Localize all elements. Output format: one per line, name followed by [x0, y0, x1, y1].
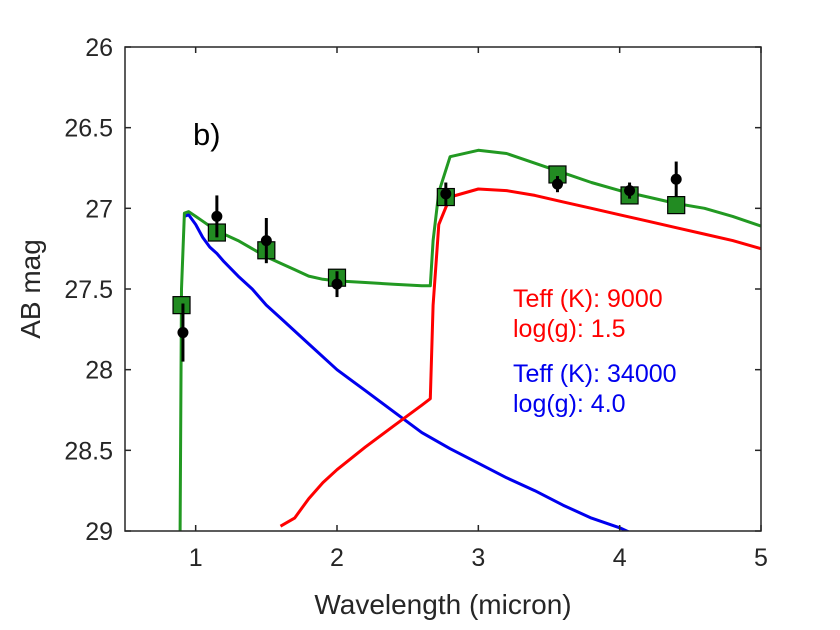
- x-tick-label: 5: [754, 544, 768, 572]
- annotation-teff-9000: Teff (K): 9000: [513, 285, 663, 313]
- y-tick-label: 27: [85, 195, 113, 223]
- observed-point: [624, 185, 636, 197]
- observed-point: [211, 210, 223, 222]
- x-axis-label: Wavelength (micron): [314, 589, 571, 620]
- annotation-logg-4.0: log(g): 4.0: [513, 390, 626, 418]
- panel-label: b): [193, 117, 221, 152]
- x-tick-label: 3: [471, 544, 485, 572]
- y-axis-label: AB mag: [15, 239, 46, 339]
- model-phot-square: [667, 196, 686, 215]
- plot-area: [125, 47, 761, 531]
- x-tick-label: 2: [330, 544, 344, 572]
- ticks-layer: 1 2 3 4 5 26 26.5 27 27.5 28 28.5 29: [64, 34, 768, 572]
- series-line-0: [183, 213, 631, 531]
- y-tick-label: 26: [85, 34, 113, 62]
- y-tick-label: 29: [85, 518, 113, 546]
- observed-point: [177, 327, 189, 339]
- annotation-logg-1.5: log(g): 1.5: [513, 315, 626, 343]
- y-tick-label: 28: [85, 357, 113, 385]
- annotation-teff-34000: Teff (K): 34000: [513, 360, 677, 388]
- observed-point: [331, 278, 343, 290]
- y-tick-label: 27.5: [64, 276, 113, 304]
- observed-point: [670, 173, 682, 185]
- observed-point: [260, 235, 272, 247]
- points-layer: [172, 161, 686, 362]
- observed-point: [440, 188, 452, 200]
- x-tick-label: 1: [189, 544, 203, 572]
- series-line-2: [178, 148, 761, 531]
- y-tick-label: 28.5: [64, 437, 113, 465]
- observed-point: [551, 178, 563, 190]
- y-tick-label: 26.5: [64, 115, 113, 143]
- x-tick-label: 4: [613, 544, 627, 572]
